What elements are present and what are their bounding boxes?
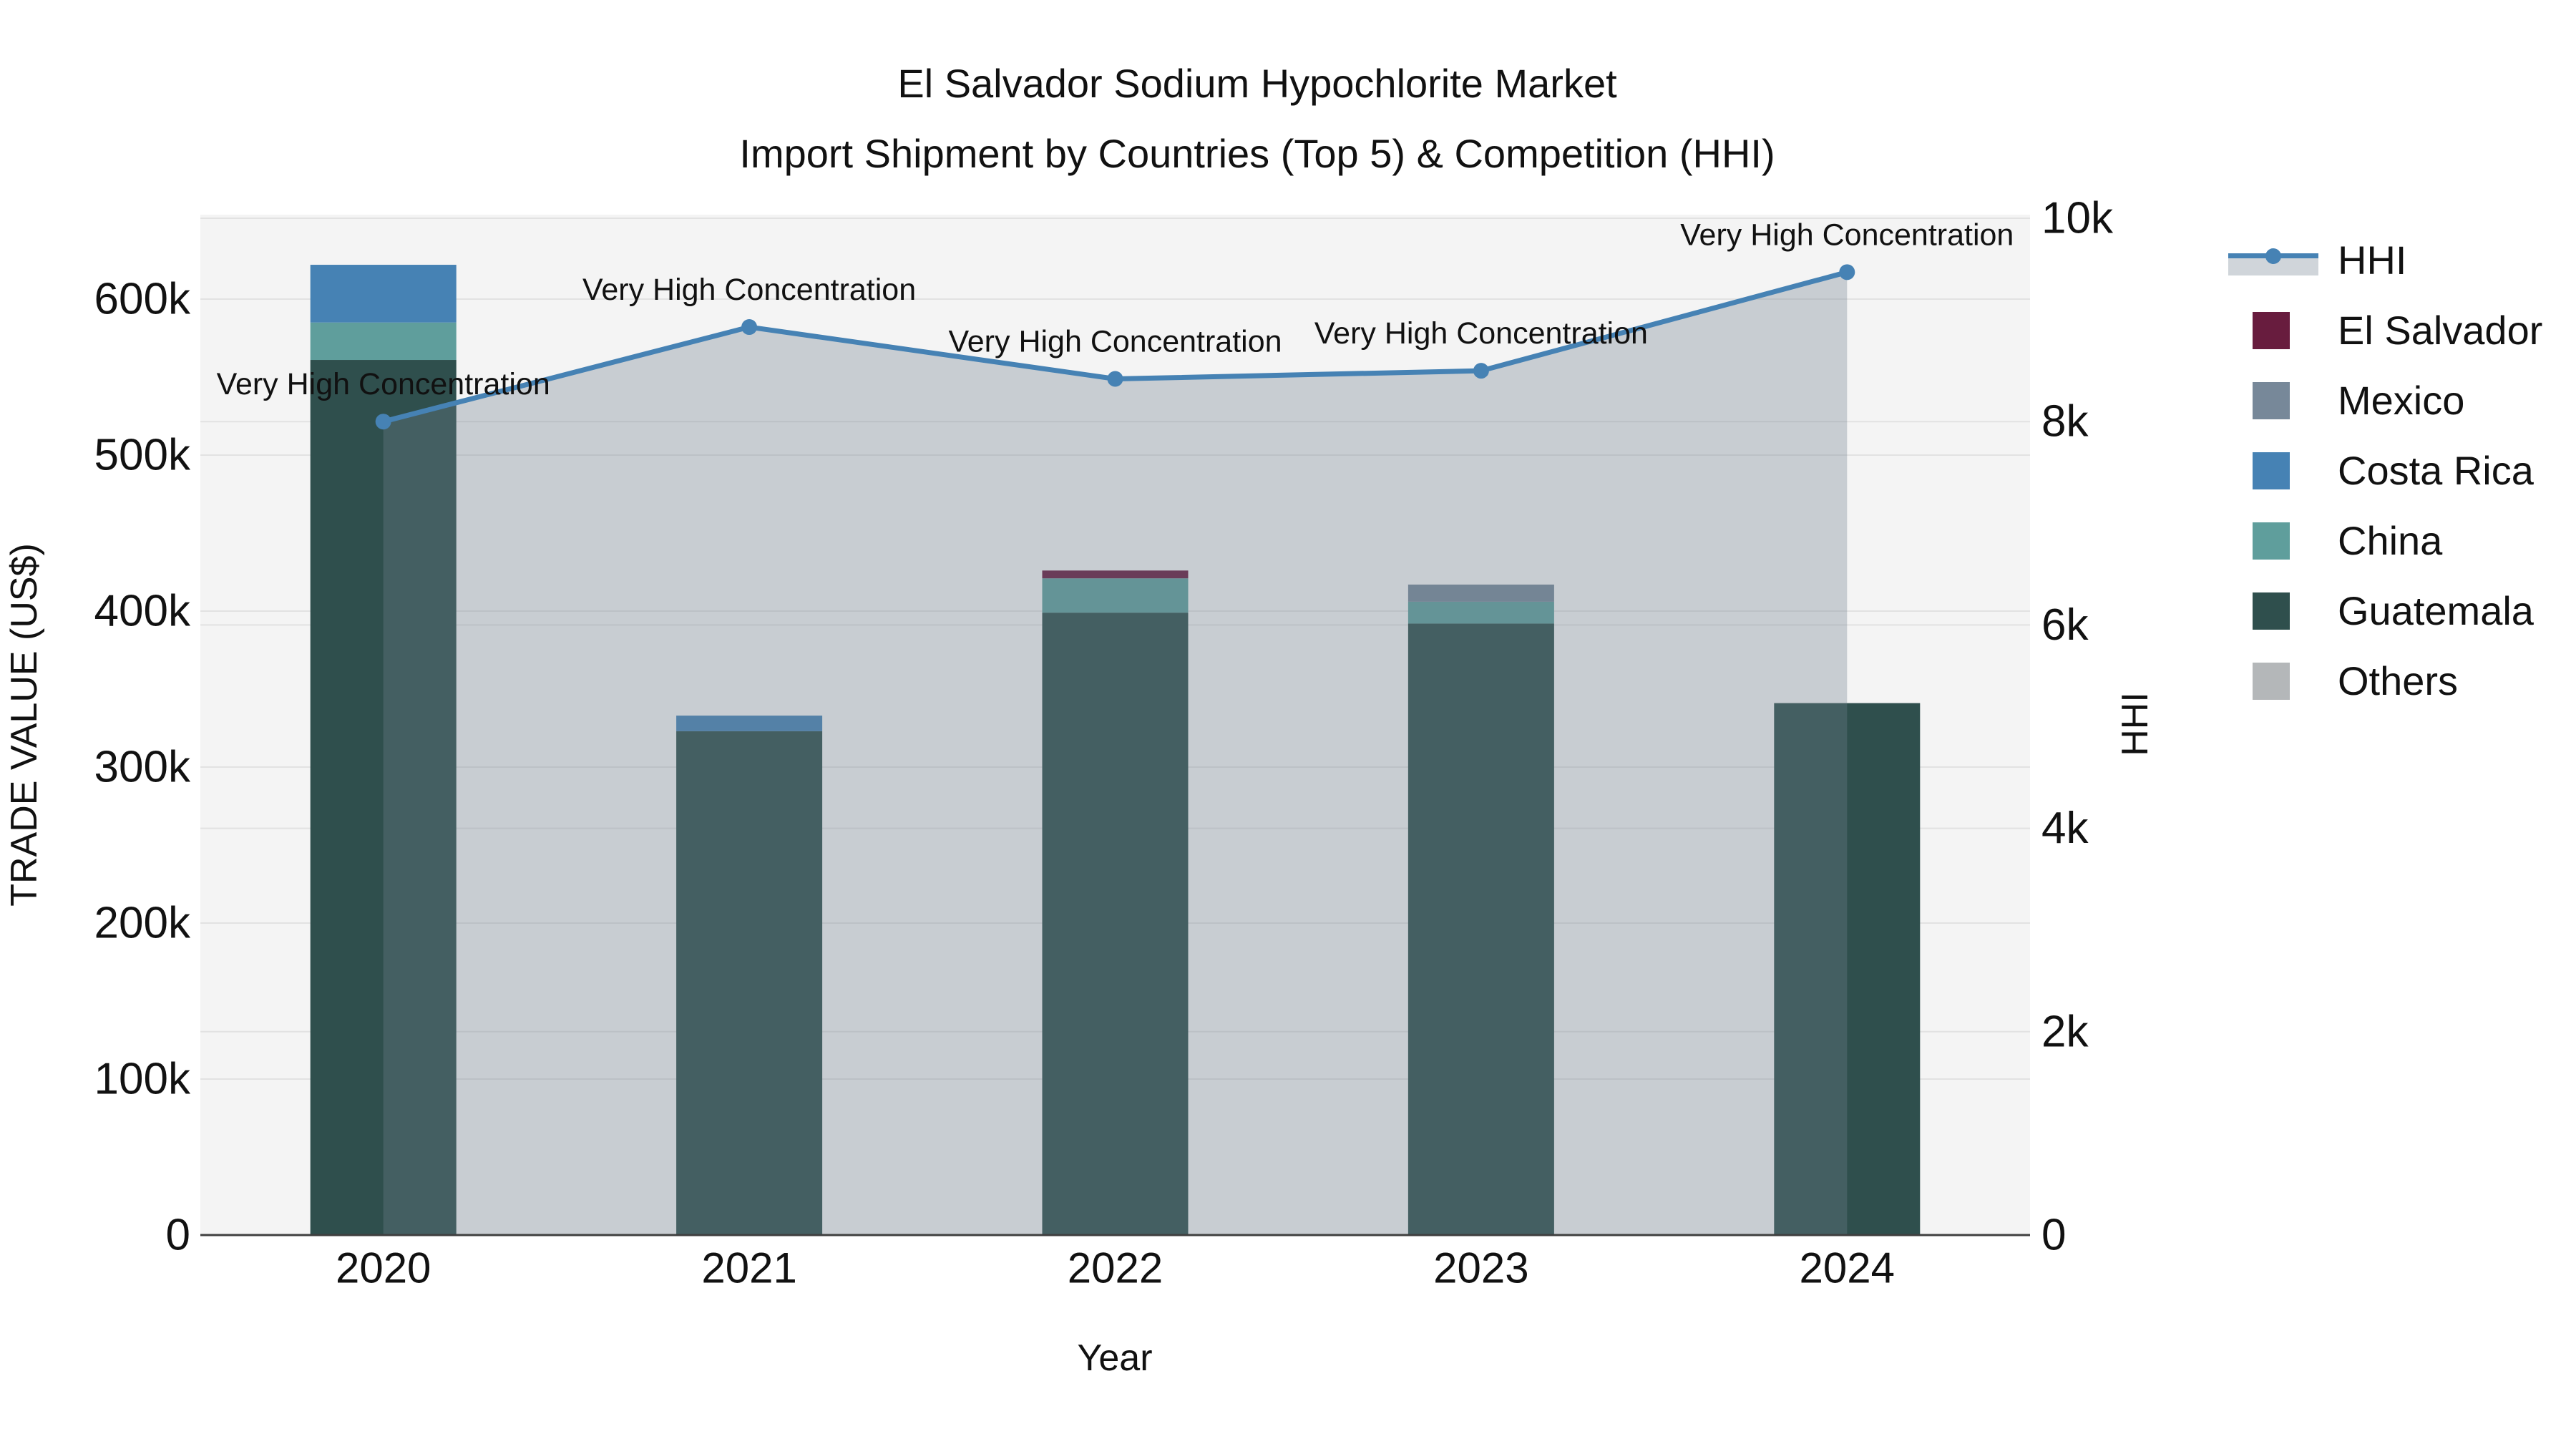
legend-label: Others bbox=[2338, 658, 2459, 703]
hhi-area-fill bbox=[383, 272, 1848, 1235]
legend-item-costa-rica: Costa Rica bbox=[2218, 446, 2576, 496]
x-tick-label-2021: 2021 bbox=[701, 1244, 796, 1292]
y-right-tick-label: 0 bbox=[2041, 1211, 2066, 1260]
bar-segment-costa-rica-2021 bbox=[676, 716, 823, 731]
legend-label: China bbox=[2338, 518, 2443, 563]
y-left-tick-label: 200k bbox=[94, 899, 191, 948]
x-axis-title: Year bbox=[1077, 1337, 1153, 1379]
legend-swatch-others bbox=[2253, 663, 2290, 700]
legend-swatch-mexico bbox=[2253, 382, 2290, 419]
bar-segment-china-2020 bbox=[310, 322, 457, 361]
x-tick-label-2022: 2022 bbox=[1068, 1244, 1163, 1292]
hhi-marker-2023 bbox=[1473, 363, 1489, 379]
annotation-2023: Very High Concentration bbox=[1314, 316, 1648, 351]
legend-item-hhi: HHI bbox=[2218, 235, 2576, 286]
y-right-tick-label: 2k bbox=[2041, 1007, 2089, 1056]
legend-swatch-costa-rica bbox=[2253, 452, 2290, 489]
legend-item-china: China bbox=[2218, 516, 2576, 566]
hhi-line-sample-icon bbox=[2228, 241, 2318, 280]
bar-segment-mexico-2023 bbox=[1407, 584, 1554, 602]
hhi-marker-2020 bbox=[375, 414, 391, 430]
annotation-2024: Very High Concentration bbox=[1680, 218, 2014, 252]
hhi-marker-2022 bbox=[1107, 371, 1123, 387]
y-left-tick-label: 500k bbox=[94, 431, 191, 480]
legend-label: Mexico bbox=[2338, 378, 2465, 423]
legend-item-el-salvador: El Salvador bbox=[2218, 306, 2576, 356]
y-left-tick-label: 100k bbox=[94, 1055, 191, 1104]
y-left-tick-label: 0 bbox=[166, 1211, 190, 1260]
bar-segment-china-2023 bbox=[1407, 601, 1554, 624]
chart-title-line1: El Salvador Sodium Hypochlorite Market bbox=[897, 61, 1617, 106]
bar-segment-china-2022 bbox=[1042, 578, 1189, 613]
bar-segment-guatemala-2021 bbox=[676, 731, 823, 1235]
x-tick-label-2024: 2024 bbox=[1800, 1244, 1895, 1292]
x-tick-label-2020: 2020 bbox=[336, 1244, 431, 1292]
bar-segment-guatemala-2023 bbox=[1407, 623, 1554, 1235]
legend-swatch-el-salvador bbox=[2253, 312, 2290, 349]
legend-swatch-guatemala bbox=[2253, 592, 2290, 630]
hhi-marker-2024 bbox=[1839, 264, 1855, 280]
legend-label: Guatemala bbox=[2338, 588, 2534, 633]
legend-item-others: Others bbox=[2218, 656, 2576, 706]
bar-segment-guatemala-2022 bbox=[1042, 613, 1189, 1235]
legend-label: HHI bbox=[2338, 238, 2407, 283]
legend-swatch-china bbox=[2253, 522, 2290, 560]
legend-item-mexico: Mexico bbox=[2218, 376, 2576, 426]
x-tick-label-2023: 2023 bbox=[1433, 1244, 1528, 1292]
y-left-tick-label: 600k bbox=[94, 275, 191, 324]
annotation-2020: Very High Concentration bbox=[217, 367, 550, 401]
y-right-tick-label: 10k bbox=[2041, 194, 2114, 243]
legend-item-guatemala: Guatemala bbox=[2218, 586, 2576, 636]
y-left-tick-label: 400k bbox=[94, 587, 191, 636]
bar-segment-guatemala-2024 bbox=[1774, 703, 1921, 1235]
legend-label: El Salvador bbox=[2338, 308, 2543, 353]
hhi-marker-2021 bbox=[741, 319, 758, 336]
chart-title-line2: Import Shipment by Countries (Top 5) & C… bbox=[739, 131, 1775, 176]
y-right-tick-label: 6k bbox=[2041, 600, 2089, 650]
legend-label: Costa Rica bbox=[2338, 448, 2534, 493]
y-right-tick-label: 8k bbox=[2041, 397, 2089, 447]
bar-segment-costa-rica-2020 bbox=[310, 265, 457, 323]
bar-segment-guatemala-2020 bbox=[310, 360, 457, 1235]
bar-segment-el-salvador-2022 bbox=[1042, 570, 1189, 579]
y-right-tick-label: 4k bbox=[2041, 804, 2089, 853]
annotation-2022: Very High Concentration bbox=[948, 325, 1282, 359]
annotation-2021: Very High Concentration bbox=[582, 273, 916, 307]
y-left-tick-label: 300k bbox=[94, 743, 191, 792]
